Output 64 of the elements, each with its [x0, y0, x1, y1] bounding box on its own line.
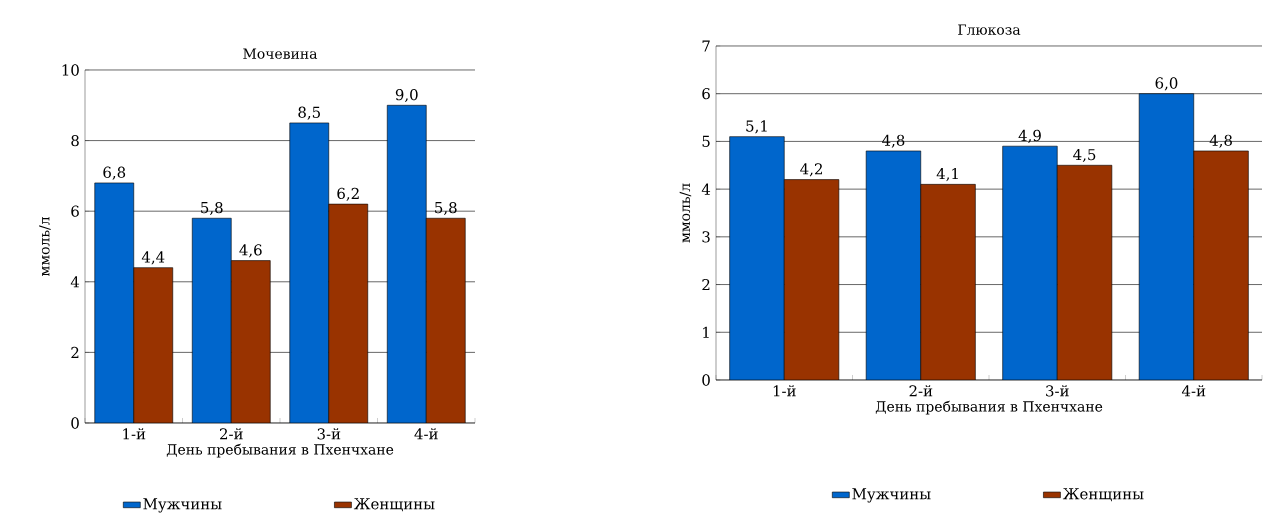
x-axis-title: День пребывания в Пхенчхане — [166, 443, 394, 458]
x-tick-label: 4-й — [414, 428, 438, 440]
bar — [230, 260, 271, 423]
x-tick-label: 1-й — [123, 428, 146, 440]
x-tick-label: 3-й — [1046, 385, 1069, 397]
x-axis-title: День пребывания в Пхенчхане — [875, 400, 1103, 415]
y-axis-title: ммоль/л — [39, 216, 51, 277]
y-tick-label: 4 — [701, 183, 711, 195]
y-tick-label: 8 — [71, 134, 79, 147]
y-axis-title: ммоль/л — [679, 183, 692, 243]
data-label: 4,6 — [239, 244, 262, 258]
legend-label: Мужчины — [852, 488, 931, 503]
bar — [1056, 164, 1113, 380]
y-tick-label: 1 — [703, 326, 709, 338]
bar — [289, 122, 330, 423]
bar — [133, 267, 174, 423]
bar — [1002, 145, 1058, 380]
y-tick-label: 0 — [702, 374, 710, 386]
bar — [729, 136, 785, 380]
y-tick-label: 10 — [62, 64, 79, 76]
data-label: 4,5 — [1073, 148, 1096, 163]
x-tick-label: 4-й — [1181, 385, 1206, 397]
bar — [386, 104, 427, 423]
bar — [865, 150, 922, 380]
y-tick-label: 2 — [702, 279, 710, 291]
data-label: 4,4 — [141, 251, 165, 265]
data-label: 9,0 — [395, 88, 418, 103]
bar — [425, 217, 466, 423]
y-tick-label: 7 — [702, 40, 710, 52]
legend-label: Женщины — [1062, 488, 1144, 502]
data-label: 6,0 — [1155, 77, 1178, 91]
y-tick-label: 4 — [70, 276, 80, 288]
data-label: 6,2 — [337, 187, 359, 201]
y-tick-label: 3 — [702, 231, 710, 243]
legend-label: Мужчины — [143, 498, 222, 513]
legend-label: Женщины — [353, 498, 435, 512]
data-label: 5,8 — [435, 201, 457, 216]
bar — [1138, 93, 1195, 380]
data-label: 4,9 — [1018, 129, 1041, 143]
y-tick-label: 2 — [71, 346, 79, 358]
data-label: 5,8 — [201, 201, 223, 216]
y-tick-label: 6 — [71, 205, 79, 217]
data-label: 8,5 — [298, 106, 320, 120]
x-tick-label: 3-й — [317, 428, 341, 440]
data-label: 4,8 — [1209, 134, 1232, 148]
bar — [94, 182, 135, 423]
bar — [920, 184, 976, 380]
bar — [191, 217, 232, 423]
data-label: 4,1 — [936, 168, 958, 182]
y-tick-label: 6 — [702, 88, 710, 100]
bar — [1193, 150, 1249, 380]
x-tick-label: 1-й — [773, 385, 796, 397]
bar — [328, 203, 369, 423]
data-label: 6,8 — [103, 166, 126, 180]
data-label: 4,8 — [882, 134, 905, 148]
bar — [783, 179, 840, 380]
y-tick-label: 5 — [702, 135, 710, 147]
data-label: 4,2 — [800, 163, 822, 177]
chart-title: Мочевина — [243, 48, 318, 59]
chart-title: Глюкоза — [958, 24, 1021, 35]
x-tick-label: 2-й — [909, 385, 933, 397]
y-tick-label: 0 — [71, 417, 79, 429]
x-tick-label: 2-й — [220, 428, 243, 440]
data-label: 5,1 — [746, 120, 767, 134]
